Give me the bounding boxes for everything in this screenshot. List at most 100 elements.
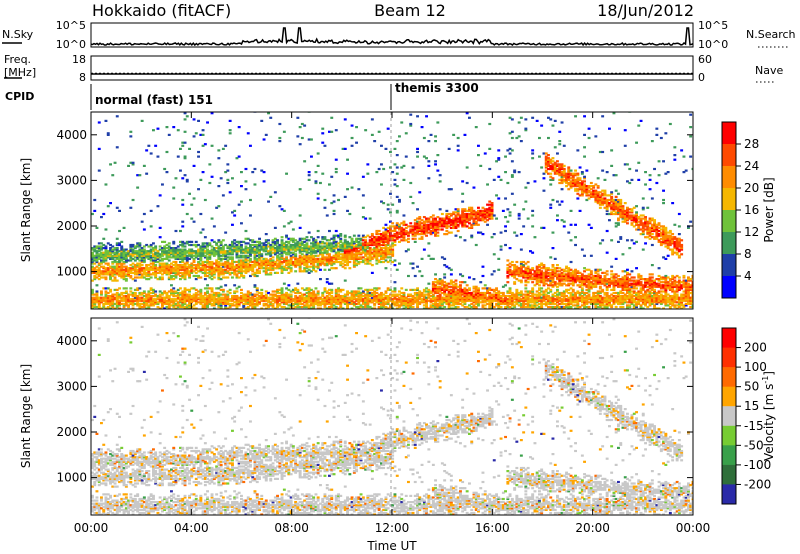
power-cells — [91, 112, 693, 309]
power-cell — [296, 262, 300, 265]
power-cell — [488, 203, 492, 206]
power-cell — [158, 254, 162, 257]
power-cell — [136, 288, 140, 291]
power-cell — [140, 251, 144, 254]
power-cell — [452, 298, 456, 301]
power-cell — [334, 290, 338, 293]
power-cell — [350, 243, 354, 247]
power-cell — [321, 141, 325, 144]
power-cell — [434, 273, 437, 276]
power-cell — [398, 290, 401, 293]
power-cell — [233, 239, 237, 242]
power-cell — [282, 243, 286, 247]
power-cell — [258, 259, 261, 262]
power-cell — [407, 305, 410, 309]
power-cell — [170, 256, 173, 259]
power-cell — [452, 299, 456, 302]
power-cell — [382, 302, 386, 305]
power-cell — [352, 256, 356, 259]
power-cell — [330, 260, 334, 264]
power-cell — [188, 307, 191, 309]
power-cell — [113, 253, 117, 256]
power-cell — [422, 233, 426, 236]
power-cell — [176, 273, 180, 276]
power-cell — [163, 298, 167, 301]
power-cell — [188, 274, 191, 278]
power-cell — [91, 260, 94, 264]
power-cell — [305, 248, 309, 251]
power-cell — [370, 253, 374, 256]
power-cell — [515, 293, 519, 296]
power-cell — [323, 302, 327, 305]
power-cell — [328, 301, 331, 304]
power-cell — [194, 254, 198, 257]
power-cell — [416, 222, 419, 225]
power-cell — [122, 276, 126, 279]
power-cell — [291, 237, 295, 240]
power-cell — [179, 260, 182, 264]
power-cell — [154, 298, 158, 301]
power-cell — [522, 299, 526, 302]
power-cell — [140, 259, 144, 262]
power-cell — [411, 295, 415, 298]
power-cell — [197, 188, 200, 191]
power-cell — [314, 299, 318, 302]
power-cell — [382, 167, 386, 171]
power-cell — [242, 248, 246, 251]
power-cell — [97, 242, 101, 245]
power-cell — [366, 293, 370, 296]
power-cell — [332, 239, 336, 242]
power-cell — [194, 243, 198, 247]
power-cell — [201, 243, 205, 247]
power-cell — [343, 248, 347, 251]
power-cell — [249, 301, 252, 304]
power-cell — [310, 257, 313, 260]
power-cell — [161, 299, 164, 302]
power-cell — [461, 304, 465, 307]
power-cell — [165, 171, 169, 174]
power-cell — [510, 264, 514, 267]
power-cell — [172, 264, 176, 267]
power-cell — [490, 273, 494, 276]
power-cell — [242, 267, 246, 270]
power-cell — [133, 265, 137, 268]
power-cell — [156, 301, 160, 304]
power-cell — [233, 214, 237, 217]
power-cell — [217, 270, 221, 273]
power-cell — [348, 291, 352, 295]
power-cell — [461, 288, 465, 291]
power-cell — [384, 250, 388, 253]
power-cell — [350, 144, 354, 147]
power-cell — [249, 265, 252, 268]
power-cell — [334, 129, 338, 132]
power-cell — [298, 298, 302, 301]
power-cell — [226, 307, 230, 309]
power-cell — [522, 274, 526, 278]
power-cell — [449, 282, 453, 285]
power-cell — [226, 178, 230, 181]
power-cell — [237, 242, 241, 245]
power-cell — [472, 285, 476, 288]
power-cell — [389, 237, 392, 240]
power-cell — [131, 271, 135, 274]
power-cell — [167, 256, 171, 259]
power-cell — [104, 119, 108, 122]
power-cell — [461, 217, 465, 220]
power-cell — [170, 278, 173, 281]
nsky-trace — [90, 27, 694, 47]
power-cell — [264, 293, 268, 296]
power-cell — [404, 298, 408, 301]
power-cell — [445, 229, 449, 233]
power-cell — [188, 276, 191, 279]
power-cell — [115, 291, 119, 295]
power-cell — [321, 172, 325, 175]
power-cell — [384, 305, 388, 309]
power-cell — [398, 304, 401, 307]
power-cell — [325, 296, 329, 299]
power-cell — [249, 260, 252, 264]
power-cell — [271, 296, 275, 299]
power-cell — [100, 293, 103, 296]
power-cell — [422, 290, 426, 293]
power-cell — [459, 281, 462, 284]
power-cell — [445, 288, 449, 291]
